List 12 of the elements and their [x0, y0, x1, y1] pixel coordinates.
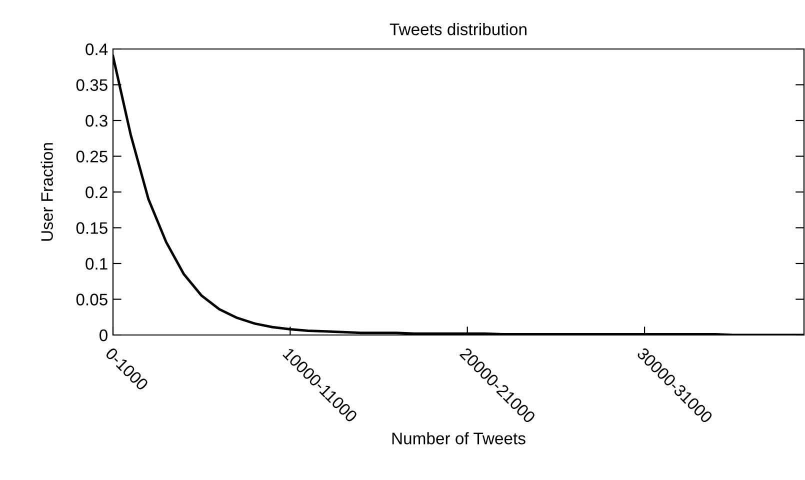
- y-tick-label: 0.3: [86, 114, 108, 127]
- y-tick-label: 0.35: [76, 79, 108, 91]
- y-tick-label: 0: [100, 329, 108, 342]
- y-tick-label: 0.1: [86, 258, 108, 270]
- x-axis-title: Number of Tweets: [392, 432, 526, 444]
- y-tick-label: 0.2: [86, 186, 108, 198]
- y-tick-label: 0.15: [76, 222, 108, 234]
- chart-title: Tweets distribution: [390, 23, 526, 36]
- y-tick-label: 0.05: [76, 294, 108, 306]
- y-axis-title: User Fraction: [40, 143, 53, 241]
- y-tick-label: 0.25: [76, 150, 108, 162]
- y-tick-label: 0.4: [86, 43, 108, 56]
